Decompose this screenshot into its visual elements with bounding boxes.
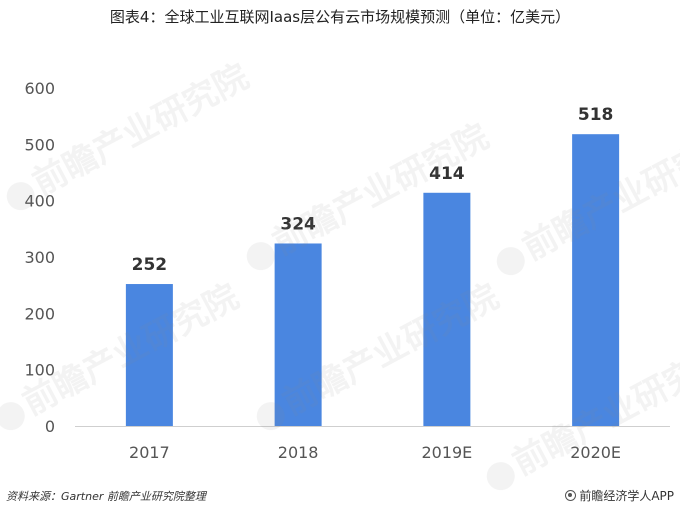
bar-2020E	[572, 134, 620, 426]
y-tick-label: 300	[24, 248, 55, 267]
app-credit: 前瞻经济学人APP	[565, 487, 674, 504]
bar-2019E	[423, 192, 471, 426]
app-logo-icon	[565, 490, 577, 501]
bars	[125, 134, 620, 426]
data-label-2019E: 414	[429, 164, 465, 184]
y-tick-label: 600	[24, 79, 55, 98]
y-axis-ticks: 0 100 200 300 400 500 600	[24, 79, 55, 436]
chart-title: 图表4：全球工业互联网Iaas层公有云市场规模预测（单位：亿美元）	[109, 8, 571, 26]
y-tick-label: 400	[24, 192, 55, 211]
bar-2017	[125, 284, 173, 426]
y-tick-label: 500	[24, 135, 55, 154]
data-label-2017: 252	[132, 255, 168, 275]
y-tick-label: 100	[24, 361, 55, 380]
data-labels: 252 324 414 518	[132, 105, 614, 275]
app-credit-label: 前瞻经济学人APP	[579, 489, 674, 503]
data-label-2020E: 518	[578, 105, 614, 125]
source-note: 资料来源：Gartner 前瞻产业研究院整理	[6, 490, 206, 503]
x-axis-labels: 2017 2018 2019E 2020E	[129, 443, 621, 462]
y-tick-label: 200	[24, 304, 55, 323]
x-tick-label: 2018	[278, 443, 319, 462]
x-tick-label: 2020E	[570, 443, 621, 462]
y-tick-label: 0	[45, 417, 55, 436]
bar-2018	[274, 243, 322, 426]
x-tick-label: 2017	[129, 443, 170, 462]
data-label-2018: 324	[280, 214, 316, 234]
x-tick-label: 2019E	[421, 443, 472, 462]
